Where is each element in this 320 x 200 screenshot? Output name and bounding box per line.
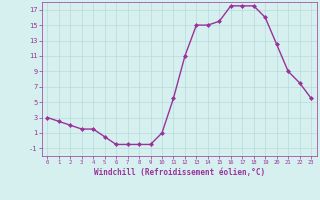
X-axis label: Windchill (Refroidissement éolien,°C): Windchill (Refroidissement éolien,°C) <box>94 168 265 177</box>
